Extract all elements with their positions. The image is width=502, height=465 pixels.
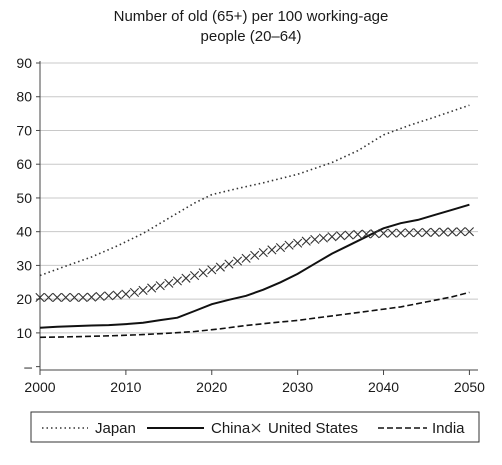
data-point-united-states-2000 [35, 292, 45, 303]
data-point-united-states-2009 [112, 290, 122, 300]
data-point-united-states-2014 [155, 281, 165, 291]
y-tick-label-0: – [24, 359, 32, 375]
legend-label-united-states: United States [268, 420, 358, 437]
data-point-united-states-2021 [215, 262, 225, 272]
legend-label-india: India [432, 420, 465, 437]
data-point-united-states-2010 [121, 289, 131, 299]
data-point-united-states-2017 [181, 273, 191, 283]
data-point-united-states-2046 [430, 227, 440, 237]
legend-label-japan: Japan [95, 420, 136, 437]
data-point-united-states-2030 [293, 238, 303, 248]
y-tick-label-1: 10 [16, 325, 32, 341]
series-line-china [39, 203, 470, 329]
data-point-united-states-2034 [327, 232, 337, 242]
data-point-united-states-2031 [301, 236, 311, 246]
data-point-united-states-2043 [404, 228, 414, 238]
data-point-united-states-2003 [61, 292, 71, 303]
data-point-united-states-2022 [224, 259, 234, 269]
data-point-united-states-2028 [275, 242, 286, 253]
y-tick-label-8: 80 [16, 89, 32, 105]
data-point-united-states-2007 [95, 291, 105, 302]
data-point-united-states-2039 [370, 229, 380, 239]
data-point-united-states-2047 [439, 227, 449, 237]
data-point-united-states-2023 [232, 256, 243, 266]
data-point-united-states-2032 [310, 234, 320, 245]
y-tick-label-6: 60 [16, 156, 32, 172]
data-point-united-states-2026 [258, 248, 268, 258]
series-line-india [39, 291, 470, 339]
data-point-united-states-2044 [413, 228, 423, 238]
data-point-united-states-2027 [267, 245, 277, 255]
y-tick-label-7: 70 [16, 122, 32, 138]
legend-symbol-united-states [251, 423, 261, 433]
data-point-united-states-2037 [353, 229, 363, 239]
data-point-united-states-2002 [52, 292, 62, 303]
data-point-united-states-2045 [421, 227, 432, 237]
data-point-united-states-2048 [447, 227, 457, 237]
series-united-states [35, 227, 475, 303]
data-point-united-states-2005 [78, 292, 88, 303]
data-point-united-states-2013 [147, 283, 157, 293]
data-point-united-states-2042 [396, 228, 406, 238]
data-point-united-states-2006 [86, 292, 97, 302]
chart-title-line-2: people (20–64) [201, 28, 302, 45]
data-point-united-states-2036 [344, 230, 354, 240]
chart-title-line-1: Number of old (65+) per 100 working-age [114, 8, 389, 25]
chart-title: Number of old (65+) per 100 working-age p… [114, 8, 389, 45]
x-tick-label-5: 2050 [454, 379, 485, 395]
data-point-united-states-2024 [241, 253, 251, 263]
data-point-united-states-2011 [129, 287, 140, 297]
data-point-united-states-2012 [138, 285, 148, 295]
data-point-united-states-2041 [387, 228, 397, 238]
data-point-united-states-2035 [335, 231, 346, 241]
legend: Japan China United States India [30, 411, 480, 443]
data-point-united-states-2015 [164, 278, 174, 288]
legend-label-china: China [211, 420, 251, 437]
x-tick-label-4: 2040 [368, 379, 399, 395]
data-point-united-states-2040 [378, 228, 389, 238]
data-point-united-states-2025 [250, 250, 260, 260]
y-tick-label-2: 20 [16, 291, 32, 307]
x-tick-label-3: 2030 [282, 379, 313, 395]
data-point-united-states-2033 [318, 233, 329, 243]
y-tick-label-4: 40 [16, 224, 32, 240]
x-tick-label-2: 2020 [196, 379, 227, 395]
data-point-united-states-2049 [456, 227, 466, 237]
data-point-united-states-2020 [207, 265, 217, 275]
y-tick-label-3: 30 [16, 257, 32, 273]
data-point-united-states-2018 [189, 270, 200, 281]
data-point-united-states-2019 [198, 268, 208, 278]
series-lines [35, 104, 475, 339]
data-point-united-states-2004 [69, 292, 79, 303]
data-point-united-states-2008 [104, 291, 114, 301]
x-tick-label-0: 2000 [24, 379, 55, 395]
data-point-united-states-2038 [361, 229, 371, 239]
y-tick-label-9: 90 [16, 55, 32, 71]
series-line-japan [39, 104, 470, 277]
data-point-united-states-2029 [284, 240, 294, 250]
y-tick-label-5: 50 [16, 190, 32, 206]
data-point-united-states-2016 [172, 276, 183, 286]
data-point-united-states-2001 [43, 292, 54, 303]
data-point-united-states-2050 [464, 227, 475, 237]
x-tick-label-1: 2010 [110, 379, 141, 395]
